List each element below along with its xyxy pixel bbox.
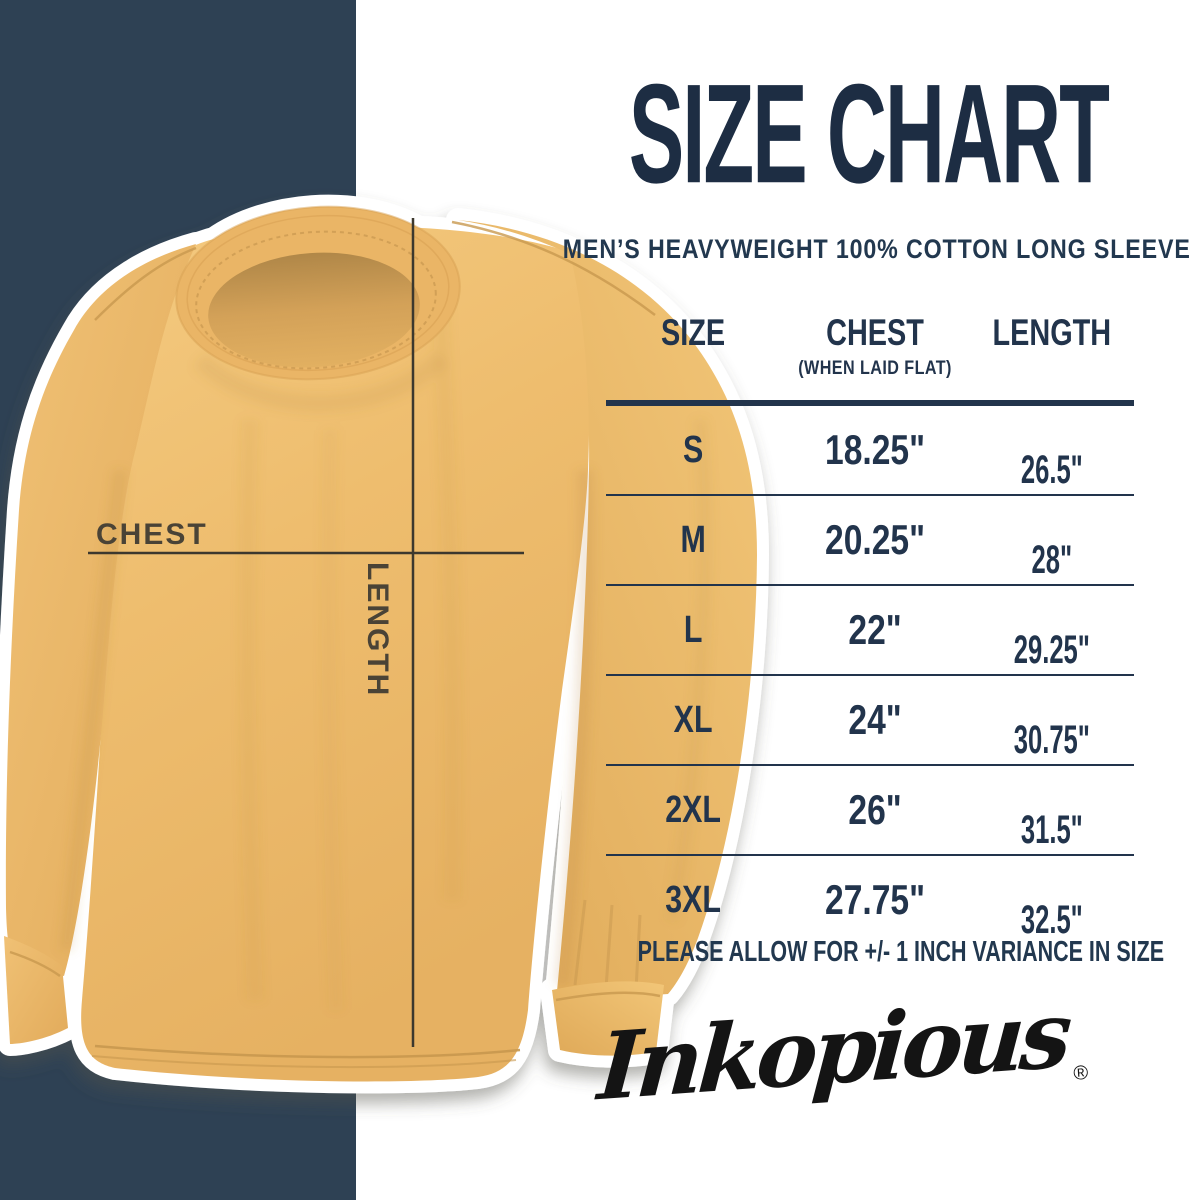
size-value: 2XL: [665, 788, 721, 831]
chest-cell: 20.25": [780, 516, 970, 564]
column-header-size-label: SIZE: [661, 312, 726, 353]
chest-cell: 26": [780, 786, 970, 834]
length-value: 30.75": [1014, 717, 1091, 762]
length-cell: 28": [987, 528, 1118, 582]
length-cell: 30.75": [987, 708, 1118, 762]
column-header-chest-sublabel: (WHEN LAID FLAT): [798, 358, 953, 379]
table-row: M 20.25" 28": [606, 496, 1134, 586]
size-value: 3XL: [665, 878, 721, 921]
length-cell: 29.25": [987, 618, 1118, 672]
chest-value: 24": [848, 696, 902, 743]
table-row: L 22" 29.25": [606, 586, 1134, 676]
length-value: 26.5": [1021, 447, 1084, 492]
column-header-chest: CHEST (WHEN LAID FLAT): [780, 312, 970, 380]
size-cell: 2XL: [606, 789, 780, 832]
size-cell: M: [606, 519, 780, 562]
column-header-size: SIZE: [606, 312, 780, 354]
size-cell: XL: [606, 699, 780, 742]
chest-cell: 24": [780, 696, 970, 744]
shirt-right-sleeve: [458, 220, 757, 1002]
table-row: XL 24" 30.75": [606, 676, 1134, 766]
chest-cell: 22": [780, 606, 970, 654]
chest-value: 27.75": [825, 876, 926, 923]
column-header-chest-label: CHEST: [826, 312, 925, 353]
length-value: 32.5": [1021, 897, 1084, 942]
column-header-length-label: LENGTH: [992, 312, 1112, 353]
size-table: SIZE CHEST (WHEN LAID FLAT) LENGTH S 18.…: [606, 312, 1134, 944]
registered-mark: ®: [1072, 1061, 1089, 1085]
size-cell: S: [606, 429, 780, 472]
table-row: 2XL 26" 31.5": [606, 766, 1134, 856]
chest-value: 18.25": [825, 426, 926, 473]
table-header-row: SIZE CHEST (WHEN LAID FLAT) LENGTH: [606, 312, 1134, 406]
fabric-shading: [59, 299, 711, 1011]
length-label: LENGTH: [361, 562, 394, 697]
size-value: XL: [673, 698, 713, 741]
size-cell: 3XL: [606, 879, 780, 922]
page-title: SIZE CHART: [628, 54, 1110, 213]
column-header-length: LENGTH: [970, 312, 1134, 354]
subtitle: MEN’S HEAVYWEIGHT 100% COTTON LONG SLEEV…: [562, 234, 1191, 264]
chest-value: 26": [848, 786, 902, 833]
chest-value: 22": [848, 606, 902, 653]
variance-note: PLEASE ALLOW FOR +/- 1 INCH VARIANCE IN …: [637, 936, 1165, 968]
size-value: L: [683, 608, 703, 651]
length-value: 29.25": [1014, 627, 1091, 672]
size-value: M: [680, 518, 706, 561]
length-cell: 32.5": [987, 888, 1118, 942]
length-value: 28": [1031, 537, 1073, 582]
shirt-cuffs: [4, 936, 664, 1056]
size-cell: L: [606, 609, 780, 652]
shirt-collar: [175, 205, 461, 381]
chest-cell: 18.25": [780, 426, 970, 474]
length-cell: 31.5": [987, 798, 1118, 852]
stitch-details: [91, 220, 656, 1069]
chest-cell: 27.75": [780, 876, 970, 924]
length-value: 31.5": [1021, 807, 1084, 852]
chest-label: CHEST: [96, 518, 208, 551]
length-cell: 26.5": [987, 438, 1118, 492]
size-value: S: [682, 428, 704, 471]
table-row: 3XL 27.75" 32.5": [606, 856, 1134, 944]
chest-value: 20.25": [825, 516, 926, 563]
table-row: S 18.25" 26.5": [606, 406, 1134, 496]
